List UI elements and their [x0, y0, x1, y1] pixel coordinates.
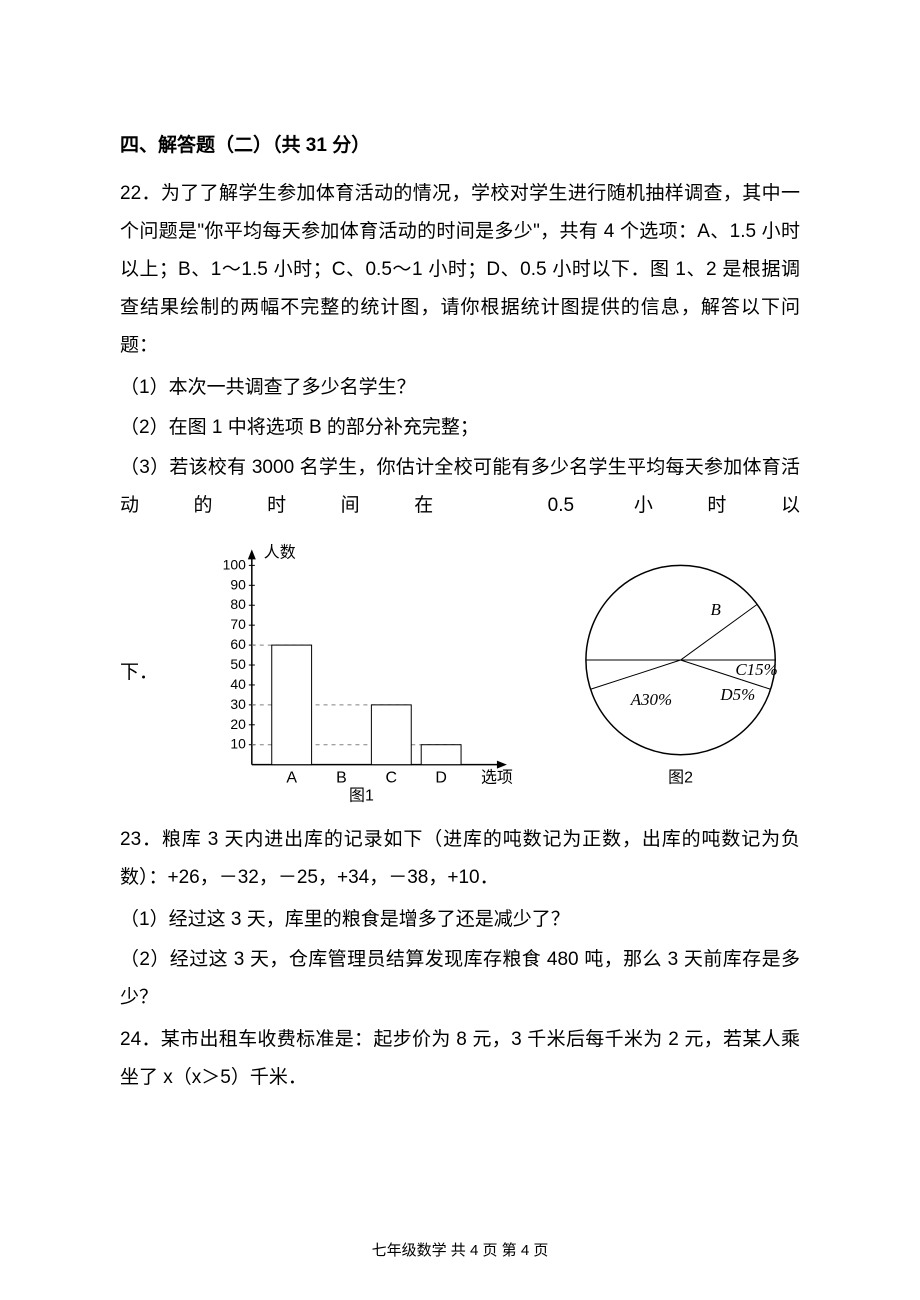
q22-intro: 22．为了了解学生参加体育活动的情况，学校对学生进行随机抽样调查，其中一个问题是… — [120, 175, 800, 365]
page-footer: 七年级数学 共 4 页 第 4 页 — [0, 1239, 920, 1260]
svg-text:60: 60 — [230, 636, 246, 652]
section-title: 四、解答题（二）（共 31 分） — [120, 130, 800, 157]
svg-text:100: 100 — [223, 556, 247, 572]
bar-caption: 图1 — [349, 788, 374, 805]
bar-ylabel: 人数 — [264, 543, 296, 561]
q22-p3-pre: （3）若该校有 3000 名学生，你估计全校可能有多少名学生平均每天参加体育活动… — [120, 449, 800, 525]
svg-text:80: 80 — [230, 596, 246, 612]
q22-p1: （1）本次一共调查了多少名学生？ — [120, 369, 800, 407]
svg-text:D: D — [435, 770, 447, 787]
svg-text:A30%: A30% — [630, 690, 672, 709]
bar-chart: 人数 选项 10 20 30 40 50 60 70 80 90 100 — [202, 535, 521, 805]
bar-xlabel: 选项 — [481, 769, 513, 787]
svg-text:10: 10 — [230, 736, 246, 752]
q22-p3-post: 下． — [120, 657, 158, 684]
svg-text:50: 50 — [230, 656, 246, 672]
pie-chart: B C15% D5% A30% 图2 — [561, 545, 800, 795]
q24-intro: 24．某市出租车收费标准是：起步价为 8 元，3 千米后每千米为 2 元，若某人… — [120, 1021, 800, 1097]
svg-text:40: 40 — [230, 676, 246, 692]
svg-text:20: 20 — [230, 716, 246, 732]
q23-intro: 23．粮库 3 天内进出库的记录如下（进库的吨数记为正数，出库的吨数记为负数）：… — [120, 821, 800, 897]
page: 四、解答题（二）（共 31 分） 22．为了了解学生参加体育活动的情况，学校对学… — [0, 0, 920, 1300]
bar-yticks: 10 20 30 40 50 60 70 80 90 100 — [223, 556, 255, 751]
svg-text:30: 30 — [230, 696, 246, 712]
svg-text:B: B — [336, 770, 347, 787]
pie-caption: 图2 — [668, 770, 693, 787]
q23-p1: （1）经过这 3 天，库里的粮食是增多了还是减少了？ — [120, 901, 800, 939]
svg-text:C15%: C15% — [735, 660, 777, 679]
svg-text:C: C — [386, 770, 398, 787]
svg-text:D5%: D5% — [719, 685, 755, 704]
q22-figures: 下． 人数 选项 10 20 30 40 50 60 70 80 90 100 — [120, 535, 800, 805]
svg-text:90: 90 — [230, 576, 246, 592]
q22-p2: （2）在图 1 中将选项 B 的部分补充完整； — [120, 409, 800, 447]
bar-xlabels: A B C D — [286, 770, 447, 787]
q23-p2: （2）经过这 3 天，仓库管理员结算发现库存粮食 480 吨，那么 3 天前库存… — [120, 941, 800, 1017]
bar-C — [371, 705, 411, 765]
svg-text:B: B — [710, 600, 720, 619]
svg-text:70: 70 — [230, 616, 246, 632]
svg-text:A: A — [286, 770, 297, 787]
bar-A — [272, 645, 312, 765]
bar-D — [421, 745, 461, 765]
